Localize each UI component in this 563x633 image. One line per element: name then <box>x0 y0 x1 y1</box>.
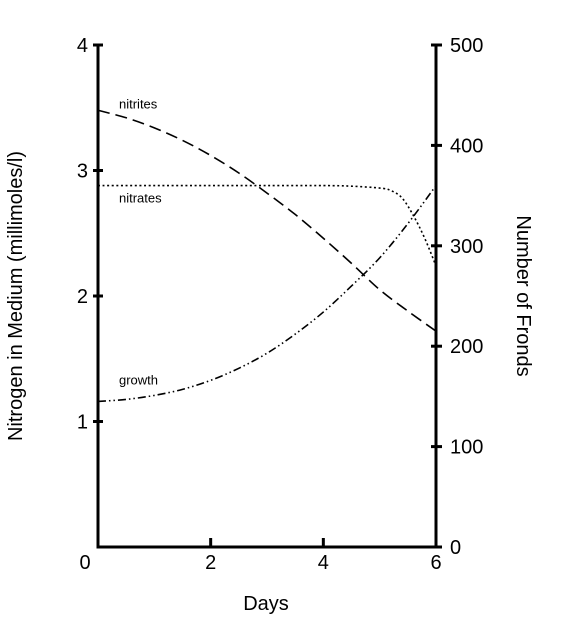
right-y-tick-label: 100 <box>450 437 483 459</box>
x-tick-label: 6 <box>430 552 441 574</box>
left-y-tick-label: 4 <box>77 35 88 57</box>
x-tick-label: 2 <box>205 552 216 574</box>
ticks-layer: 0 2 4 6 1 2 3 4 0 100 200 300 400 500 <box>77 35 484 574</box>
series-label-nitrites: nitrites <box>119 96 158 111</box>
x-tick-label: 4 <box>318 552 329 574</box>
right-y-tick-label: 300 <box>450 236 483 258</box>
series-line-nitrites <box>97 109 437 332</box>
left-y-tick-label: 3 <box>77 161 88 183</box>
curves-layer <box>97 109 437 403</box>
left-y-axis-title: Nitrogen in Medium (millimoles/l) <box>5 151 27 441</box>
series-line-nitrates <box>97 184 437 267</box>
right-y-tick-label: 500 <box>450 35 483 57</box>
right-y-axis-title: Number of Fronds <box>512 215 534 376</box>
left-y-tick-label: 2 <box>77 286 88 308</box>
right-y-tick-label: 200 <box>450 336 483 358</box>
right-y-tick-label: 400 <box>450 135 483 157</box>
labels-layer: nitrites nitrates growth <box>119 96 162 387</box>
right-y-tick-label: 0 <box>450 537 461 559</box>
series-label-nitrates: nitrates <box>119 191 162 206</box>
x-axis-title: Days <box>243 593 289 615</box>
x-tick-label: 0 <box>79 552 90 574</box>
left-y-tick-label: 1 <box>77 412 88 434</box>
series-label-growth: growth <box>119 372 158 387</box>
series-line-growth <box>97 185 437 403</box>
